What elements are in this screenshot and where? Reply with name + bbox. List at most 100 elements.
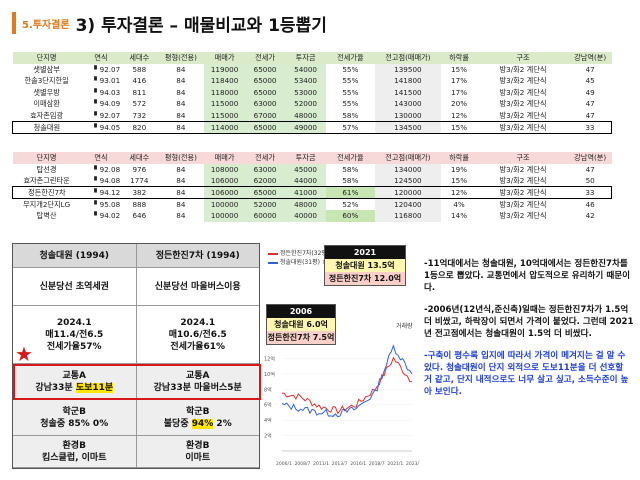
compare-line: 환경B	[62, 440, 86, 451]
table-cell: 118000	[204, 86, 245, 98]
compare-row-price: 2024.1 매11.4/전6.5 전세가율57% 2024.1 매10.6/전6.5…	[13, 306, 259, 364]
table-cell: 65000	[244, 86, 286, 98]
table-cell: 방3/화2 계단식	[499, 99, 547, 109]
table-cell: 120400	[374, 198, 441, 210]
table-cell: 62000	[244, 175, 286, 187]
table-cell: 53400	[285, 75, 326, 87]
table-cell: 33	[568, 120, 612, 134]
table-cell: 65000	[244, 186, 286, 199]
table-cell: 588	[132, 64, 147, 74]
table-cell: 115000	[204, 98, 245, 110]
compare-line: 전세가율57%	[46, 341, 102, 352]
table-row: 한솔3단지한일 ▘93.01 416 84 118400 65000 53400 55% 141…	[13, 75, 612, 87]
table-cell: 84	[176, 164, 186, 174]
table-cell: 732	[132, 110, 147, 120]
table-cell: 4%	[453, 200, 465, 209]
compare-row-transport: 교통A 강남33분 도보11분 교통A 강남33분 마을버스5분	[13, 364, 259, 400]
table-cell: 45000	[285, 163, 326, 175]
column-header: 투자금	[285, 152, 326, 164]
table-cell: 84	[176, 110, 186, 120]
table-cell: 888	[132, 200, 147, 209]
table-cell: ▘94.03	[94, 87, 121, 97]
table-header-row: 단지명 연식 세대수 평형(전용) 매매가 전세가 투자금 전세가율 전고점(매매가) 하락률 구조…	[12, 152, 612, 164]
table-cell: 40000	[285, 210, 326, 222]
table-cell: 100000	[204, 198, 245, 210]
column-header: 전고점(매매가)	[374, 52, 441, 64]
apartment-comparison-grid: 청솔대원 (1994) 정든한진7차 (1994) 신분당선 초역세권 신분당선…	[12, 243, 261, 469]
table-cell: 청솔대원	[11, 120, 81, 134]
legend-swatch	[268, 252, 278, 255]
table-cell: 84	[176, 176, 186, 185]
column-header: 강남역(분)	[568, 152, 612, 164]
table-cell: 17%	[451, 87, 468, 97]
table-cell: 84	[176, 64, 186, 74]
table-cell: 124500	[374, 175, 441, 187]
table-cell: 57%	[325, 120, 375, 134]
table-cell: 114000	[204, 120, 245, 134]
table-cell: 84	[176, 200, 186, 209]
table-cell: 19%	[451, 164, 468, 174]
table-cell: 45	[585, 76, 595, 86]
table-cell: 58%	[342, 110, 359, 120]
column-header: 투자금	[285, 52, 326, 64]
table-cell: 탑벽산	[36, 211, 57, 221]
table-cell: 382	[121, 186, 158, 199]
table-cell: 20%	[451, 99, 468, 109]
table-cell: 53000	[285, 86, 326, 98]
x-tick-label: 2013/7	[332, 461, 348, 467]
compare-cell: 청솔대원 (1994)	[13, 244, 137, 267]
table-cell: 방3/화2 계단식	[499, 87, 547, 97]
compare-line: 매11.4/전6.5	[45, 329, 104, 340]
y-tick-label: 12억	[264, 355, 275, 362]
accent-bar	[12, 12, 16, 34]
table-cell: 효자촌임광	[30, 110, 64, 120]
x-tick-label: 2016/1	[350, 461, 366, 467]
table-cell: 무지개2단지LG	[22, 200, 71, 209]
series-line-jeongdeun	[282, 356, 413, 415]
table-cell: 60000	[244, 210, 286, 222]
table-cell: 49000	[285, 120, 326, 134]
compare-line: 청솔중 85% 0%	[40, 418, 109, 429]
table-cell: 84	[157, 120, 205, 134]
table-cell: 44000	[285, 175, 326, 187]
x-tick-label: 2018/7	[369, 461, 385, 467]
table-cell: 115000	[204, 109, 245, 121]
table-cell: 방3/화2 계단식	[477, 186, 569, 199]
table-cell: 12%	[440, 186, 478, 199]
table-cell: 65000	[244, 63, 286, 75]
table-cell: 탑선경	[36, 164, 57, 174]
table-cell: 1774	[130, 176, 149, 185]
table-row: 샛별우방 ▘94.03 811 84 118000 65000 53000 55% 141500…	[13, 86, 612, 98]
table-cell: ▘94.05	[80, 120, 122, 134]
table-cell: 100000	[204, 210, 245, 222]
table-cell: 134500	[374, 120, 441, 134]
compare-line: 전세가율61%	[170, 341, 226, 352]
rate-highlight: 94%	[191, 418, 214, 429]
table-cell: 134000	[374, 163, 441, 175]
table-cell: 14%	[451, 211, 468, 221]
table-cell: 33	[568, 186, 612, 199]
callout-2021: 2021 청솔대원 13.5억 정든한진7차 12.0억	[324, 245, 406, 286]
table-row: 탑벽산 ▘94.02 646 84 100000 60000 40000 60% 116800 1…	[13, 210, 612, 222]
table-cell: 55%	[342, 99, 359, 109]
column-header: 세대수	[121, 152, 158, 164]
page-header: 5.투자결론 3) 투자결론 – 매물비교와 1등뽑기	[12, 8, 327, 38]
school-grade: 학군B	[186, 406, 210, 417]
table-cell: 84	[176, 99, 186, 109]
table-cell: 15%	[440, 120, 478, 134]
table-row: 무지개2단지LG ▘95.08 888 84 100000 52000 48000 52% 12…	[13, 198, 612, 210]
column-header: 하락률	[440, 52, 478, 64]
table-cell: 정든한진7차	[11, 186, 81, 199]
table-cell: 52%	[342, 200, 359, 209]
table-cell: 61%	[325, 186, 375, 199]
table-cell: 60%	[325, 210, 375, 222]
compare-cell: 정든한진7차 (1994)	[155, 250, 240, 261]
y-tick-label: 8억	[264, 386, 272, 393]
section-label: 5.투자결론	[22, 19, 70, 31]
table-cell: 47	[585, 164, 595, 174]
table-cell: 54000	[285, 63, 326, 75]
compare-cell: 신분당선 마을버스이용	[154, 281, 241, 292]
compare-cell: 2024.1 매10.6/전6.5 전세가율61%	[137, 306, 260, 363]
y-tick-label: 4억	[264, 417, 272, 424]
